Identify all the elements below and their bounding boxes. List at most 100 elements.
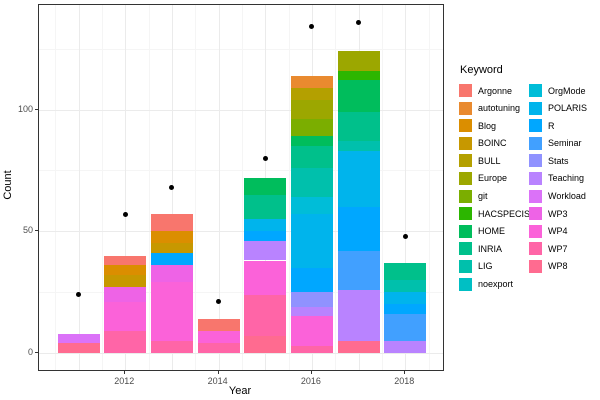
legend-swatch: [459, 119, 472, 133]
legend-label: LIG: [478, 261, 493, 272]
bar-segment-wp4: [197, 331, 240, 344]
bar-segment-home: [290, 136, 333, 147]
y-tick-label: 100: [17, 103, 33, 114]
legend-swatch: [459, 207, 472, 221]
legend-swatch: [529, 207, 542, 221]
gridline-major-h: [39, 352, 443, 354]
gridline-minor-h: [39, 292, 443, 294]
bar-segment-r: [290, 267, 333, 293]
legend-label: autotuning: [478, 103, 521, 114]
legend-label: INRIA: [478, 243, 503, 254]
legend-swatch: [459, 136, 472, 150]
legend-item-stats: Stats: [529, 154, 599, 168]
legend-swatch: [459, 189, 472, 203]
bar-segment-r: [244, 231, 287, 242]
legend-items: Argonne autotuning Blog BOINC BULL Europe git H…: [459, 84, 599, 296]
x-tick-label: 2016: [300, 376, 321, 386]
y-tick-label: 0: [27, 346, 33, 357]
legend-swatch: [459, 171, 472, 185]
legend-swatch: [529, 84, 542, 97]
bar-segment-wp7: [244, 294, 287, 336]
bar-segment-wp8: [337, 340, 380, 353]
data-point: [356, 19, 362, 25]
bar-segment-teaching: [244, 241, 287, 261]
legend-swatch: [529, 242, 542, 256]
legend-item-git: git: [459, 189, 529, 203]
legend-item-seminar: Seminar: [529, 136, 599, 150]
gridline-minor-v: [101, 5, 103, 370]
bar-segment-autotuning: [290, 75, 333, 88]
bar-segment-argonne: [150, 214, 193, 232]
legend-item-teaching: Teaching: [529, 171, 599, 185]
bar-segment-r: [337, 206, 380, 251]
legend-label: OrgMode: [548, 85, 586, 96]
gridline-major-h: [39, 231, 443, 233]
bar-segment-europe: [290, 99, 333, 120]
gridline-minor-v: [381, 5, 383, 370]
data-point: [122, 211, 128, 217]
legend-label: WP3: [548, 208, 568, 219]
bar-segment-lig: [337, 141, 380, 151]
gridline-minor-h: [39, 48, 443, 50]
data-point: [216, 299, 222, 305]
legend-swatch: [529, 189, 542, 203]
gridline-minor-v: [428, 5, 430, 370]
gridline-major-v: [125, 5, 127, 370]
y-tick-mark: [35, 351, 38, 353]
bar-segment-wp4: [244, 260, 287, 295]
legend-item-inria: INRIA: [459, 242, 529, 256]
bar-segment-wp8: [244, 335, 287, 353]
gridline-major-v: [78, 5, 80, 370]
data-point: [262, 155, 268, 161]
bar-segment-lig: [384, 279, 427, 293]
bar-segment-wp7: [290, 345, 333, 353]
bar-segment-orgmode: [290, 197, 333, 215]
data-point: [169, 185, 175, 190]
legend-item-noexport: noexport: [459, 277, 529, 291]
bar-segment-inria: [384, 262, 427, 280]
legend-label: Teaching: [548, 173, 585, 184]
bar-segment-boinc: [150, 243, 193, 254]
legend-label: git: [478, 191, 488, 202]
gridline-minor-v: [55, 5, 57, 370]
legend-label: WP8: [548, 261, 568, 272]
x-tick-label: 2012: [114, 376, 135, 386]
bar-segment-boinc: [104, 275, 147, 288]
bar-segment-home: [337, 80, 380, 113]
gridline-major-v: [405, 5, 407, 370]
gridline-minor-v: [288, 5, 290, 370]
data-point: [76, 292, 82, 298]
legend-item-boinc: BOINC: [459, 136, 529, 150]
legend-item-lig: LIG: [459, 259, 529, 273]
bar-segment-teaching: [290, 306, 333, 317]
legend-label: Blog: [478, 120, 497, 131]
bar-segment-wp3: [150, 265, 193, 283]
legend-swatch: [529, 259, 542, 273]
legend-label: Europe: [478, 173, 508, 184]
legend-item-wp4: WP4: [529, 224, 599, 238]
bar-segment-argonne: [104, 255, 147, 266]
legend-swatch: [459, 101, 472, 115]
legend-swatch: [459, 224, 472, 238]
legend-label: Seminar: [548, 138, 582, 149]
legend-swatch: [459, 242, 472, 256]
legend-swatch: [459, 84, 472, 97]
y-tick-mark: [35, 230, 38, 232]
legend-swatch: [529, 119, 542, 133]
legend-item-polaris: POLARIS: [529, 101, 599, 115]
bar-segment-europe: [337, 51, 380, 71]
gridline-minor-v: [241, 5, 243, 370]
data-point: [402, 233, 408, 239]
legend-label: WP7: [548, 243, 568, 254]
legend: Keyword Argonne autotuning Blog BOINC BULL Eu…: [459, 64, 599, 296]
legend-label: Stats: [548, 155, 569, 166]
legend-item-autotuning: autotuning: [459, 101, 529, 115]
y-tick-mark: [35, 108, 38, 110]
bar-segment-wp7: [104, 331, 147, 353]
legend-label: HOME: [478, 226, 505, 237]
bar-segment-inria: [337, 112, 380, 142]
legend-swatch: [529, 154, 542, 168]
bar-segment-wp4: [104, 301, 147, 332]
y-axis-title: Count: [2, 170, 14, 200]
